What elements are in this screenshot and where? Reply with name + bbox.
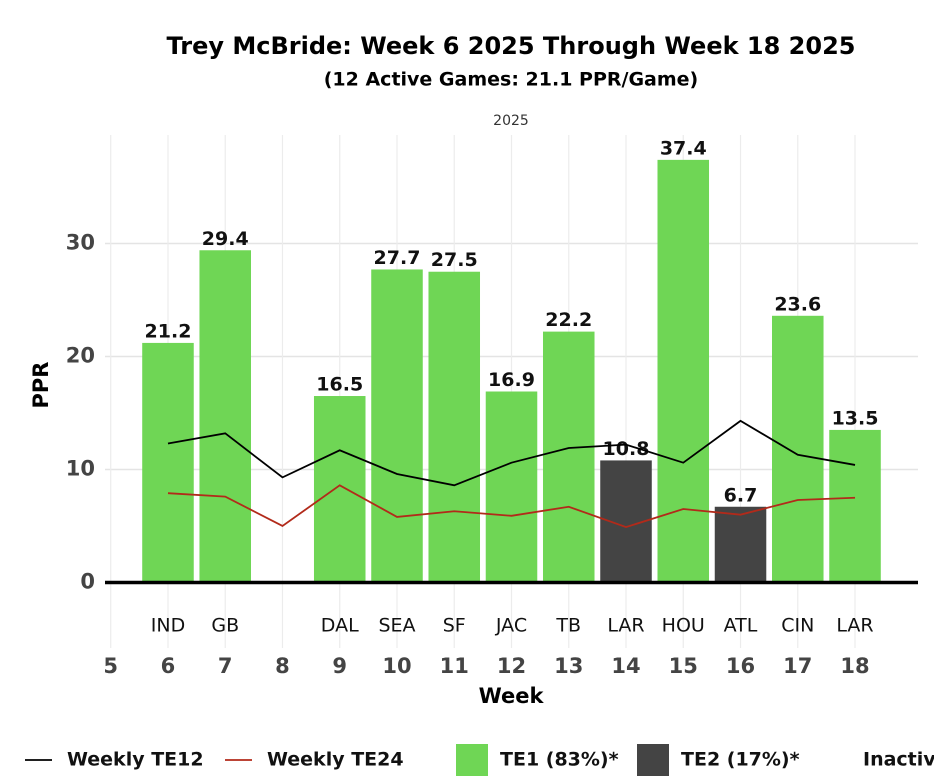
- bar: [485, 391, 538, 583]
- x-tick-label: 11: [440, 654, 469, 678]
- legend-label: Weekly TE24: [267, 749, 404, 771]
- line: [167, 419, 856, 487]
- bar: [657, 159, 710, 583]
- x-tick-label: 8: [275, 654, 290, 678]
- legend-label: Inactive: [863, 749, 934, 771]
- bar: [199, 250, 251, 583]
- bar-value-label: 6.7: [724, 484, 758, 506]
- x-tick-label: 7: [218, 654, 233, 678]
- plot-area: IND GB DAL SEA SF JAC TB LAR HOU ATL CIN LAR 21.2 29.…: [105, 137, 918, 637]
- legend-label: TE2 (17%)*: [681, 749, 800, 771]
- opponent-label: DAL: [321, 615, 359, 637]
- bar: [371, 269, 423, 583]
- opponent-label: GB: [211, 615, 239, 637]
- bar: [829, 429, 881, 583]
- y-axis-title: PPR: [29, 362, 53, 409]
- bar-value-label: 22.2: [545, 309, 592, 331]
- bar-value-label: 13.5: [832, 407, 879, 429]
- chart-title: Trey McBride: Week 6 2025 Through Week 1…: [167, 32, 856, 60]
- x-axis-title: Week: [479, 684, 545, 708]
- x-tick-label: 14: [611, 654, 640, 678]
- legend-swatch: [456, 744, 488, 776]
- x-tick-label: 18: [840, 654, 869, 678]
- bar: [428, 271, 481, 583]
- bar-value-label: 27.7: [374, 247, 421, 269]
- y-tick-label: 10: [66, 456, 95, 480]
- legend-swatch: [637, 744, 669, 776]
- chart-subtitle: (12 Active Games: 21.1 PPR/Game): [324, 69, 699, 91]
- opponent-label: IND: [151, 615, 185, 637]
- bar-value-label: 37.4: [660, 137, 707, 159]
- bar-value-label: 10.8: [603, 438, 650, 460]
- bar: [313, 396, 366, 583]
- y-tick-label: 20: [66, 343, 95, 367]
- opponent-label: CIN: [781, 615, 814, 637]
- panel-label: 2025: [493, 113, 529, 129]
- bar: [772, 315, 824, 583]
- x-tick-label: 10: [382, 654, 411, 678]
- x-tick-label: 12: [497, 654, 526, 678]
- bar-value-label: 16.9: [488, 369, 535, 391]
- y-tick-label: 30: [66, 230, 95, 254]
- opponent-label: LAR: [836, 615, 873, 637]
- bar-value-label: 29.4: [202, 228, 249, 250]
- bar-value-label: 23.6: [774, 293, 821, 315]
- line: [167, 484, 856, 529]
- opponent-label: TB: [555, 615, 581, 637]
- x-tick-label: 17: [783, 654, 812, 678]
- bar: [714, 506, 767, 583]
- opponent-label: LAR: [607, 615, 644, 637]
- x-tick-label: 6: [161, 654, 176, 678]
- legend-label: Weekly TE12: [67, 749, 204, 771]
- opponent-label: SEA: [378, 615, 415, 637]
- x-tick-label: 15: [669, 654, 698, 678]
- opponent-label: ATL: [724, 615, 758, 637]
- bar-value-label: 27.5: [431, 249, 478, 271]
- legend-label: TE1 (83%)*: [500, 749, 619, 771]
- bar-value-label: 21.2: [145, 320, 192, 342]
- legend: Weekly TE12 Weekly TE24 TE1 (83%)* TE2 (17%…: [25, 744, 934, 776]
- x-tick-label: 13: [554, 654, 583, 678]
- x-tick-label: 9: [332, 654, 347, 678]
- y-tick-label: 0: [80, 569, 95, 593]
- bar-value-label: 16.5: [316, 374, 363, 396]
- bar: [142, 342, 194, 583]
- x-tick-label: 16: [726, 654, 755, 678]
- opponent-label: SF: [443, 615, 466, 637]
- bar: [542, 331, 595, 583]
- x-tick-label: 5: [103, 654, 118, 678]
- opponent-label: JAC: [495, 615, 527, 637]
- opponent-label: HOU: [662, 615, 705, 637]
